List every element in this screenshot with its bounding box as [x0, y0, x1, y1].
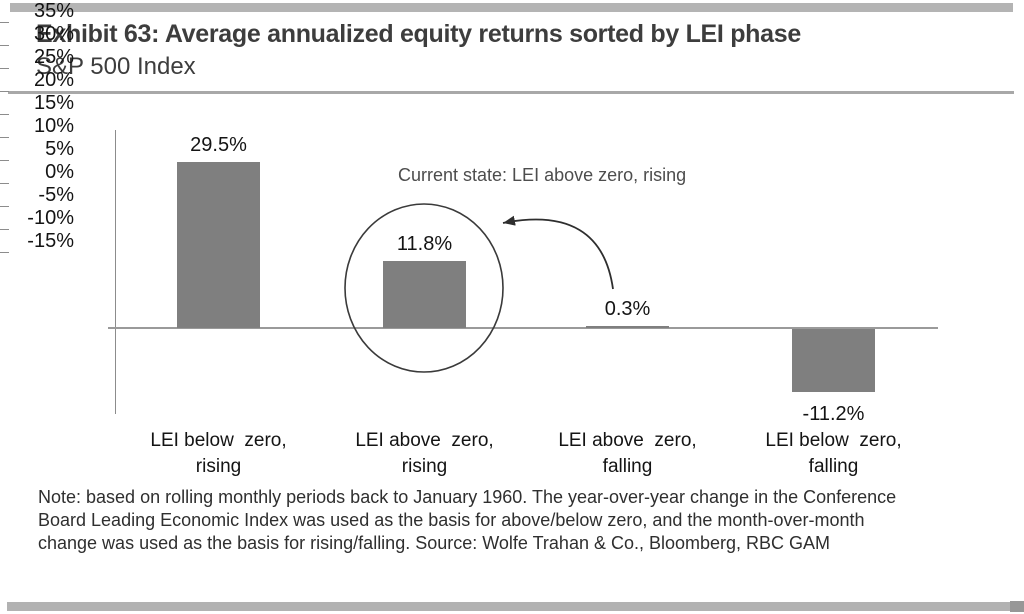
- y-tick-label: 25%: [33, 46, 74, 68]
- category-label: LEI below zero, rising: [150, 430, 287, 477]
- y-tick-mark: [0, 183, 9, 184]
- top-divider-bar: [10, 3, 1013, 12]
- y-tick-mark: [0, 68, 9, 69]
- y-tick-mark: [0, 252, 9, 253]
- header-divider: [8, 91, 1014, 94]
- bar: [177, 161, 260, 328]
- category-label: LEI below zero, falling: [765, 430, 902, 477]
- y-tick-label: 0%: [45, 161, 74, 183]
- footnote-text: Note: based on rolling monthly periods b…: [38, 487, 897, 553]
- y-axis-line: [115, 130, 116, 414]
- bar: [383, 261, 466, 328]
- y-axis-ticks: 35% 30% 25% 20% 15% 10% 5% 0% -5% -10% -15%: [0, 0, 1024, 253]
- bar: [586, 326, 669, 329]
- exhibit-title: Exhibit 63: Average annualized equity re…: [36, 20, 801, 48]
- y-tick-label: 15%: [33, 92, 74, 114]
- y-tick-label: 30%: [33, 23, 74, 45]
- bar-value-label: -11.2%: [802, 403, 865, 426]
- y-tick-mark: [0, 22, 9, 23]
- exhibit-subtitle: S&P 500 Index: [36, 53, 196, 80]
- bar-value-label: 29.5%: [190, 133, 247, 156]
- y-tick-mark: [0, 229, 9, 230]
- y-tick-label: -15%: [27, 230, 74, 252]
- scrollbar-end-cap: [1010, 601, 1024, 612]
- y-tick-label: -5%: [38, 184, 74, 206]
- y-tick-mark: [0, 160, 9, 161]
- zero-baseline: [108, 327, 938, 329]
- category-label: LEI above zero, falling: [558, 430, 697, 477]
- bar-value-label: 0.3%: [604, 298, 651, 321]
- annotation-text: Current state: LEI above zero, rising: [398, 165, 687, 185]
- y-tick-label: 20%: [33, 69, 74, 91]
- y-tick-mark: [0, 114, 9, 115]
- y-tick-mark: [0, 91, 9, 92]
- y-tick-label: 35%: [33, 0, 74, 22]
- y-tick-label: -10%: [27, 207, 74, 229]
- bar: [792, 329, 875, 393]
- y-tick-mark: [0, 45, 9, 46]
- y-tick-mark: [0, 137, 9, 138]
- horizontal-scrollbar[interactable]: [7, 602, 1024, 611]
- bar-value-label: 11.8%: [396, 233, 453, 256]
- y-tick-label: 5%: [45, 138, 74, 160]
- y-tick-label: 10%: [33, 115, 74, 137]
- category-label: LEI above zero, rising: [355, 430, 494, 477]
- y-tick-mark: [0, 206, 9, 207]
